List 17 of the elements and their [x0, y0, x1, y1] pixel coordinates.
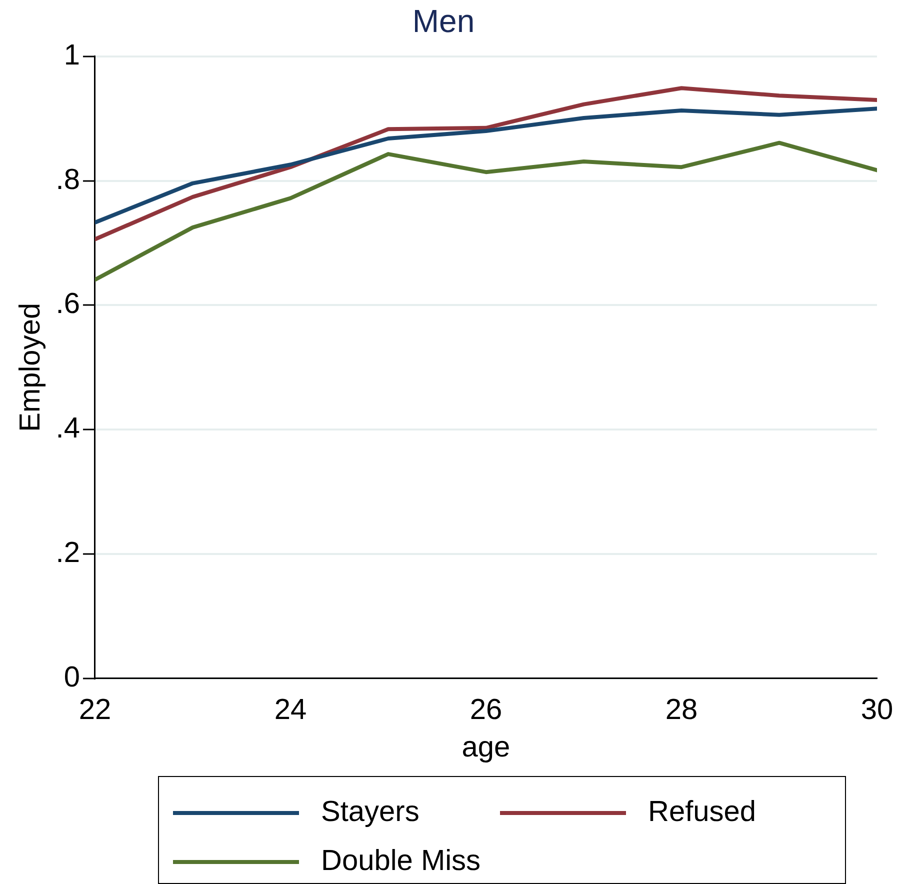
x-tick-label: 28: [665, 694, 698, 726]
x-axis-title: age: [462, 732, 510, 764]
y-axis-title: Employed: [14, 302, 46, 432]
y-tick-label: .8: [56, 164, 80, 196]
legend-label: Stayers: [321, 796, 420, 829]
x-tick-label: 30: [860, 694, 894, 726]
legend-label: Refused: [648, 796, 756, 829]
y-tick-label: .6: [56, 288, 80, 320]
x-tick-label: 22: [78, 694, 112, 726]
chart-title: Men: [412, 3, 475, 40]
y-tick-label: .2: [56, 537, 80, 569]
y-tick-label: 0: [64, 661, 80, 694]
y-tick-label: .4: [56, 412, 80, 445]
y-tick-label: 1: [64, 39, 80, 72]
legend-label: Double Miss: [321, 845, 481, 878]
x-tick-label: 26: [470, 694, 502, 726]
x-tick-label: 24: [274, 694, 307, 726]
